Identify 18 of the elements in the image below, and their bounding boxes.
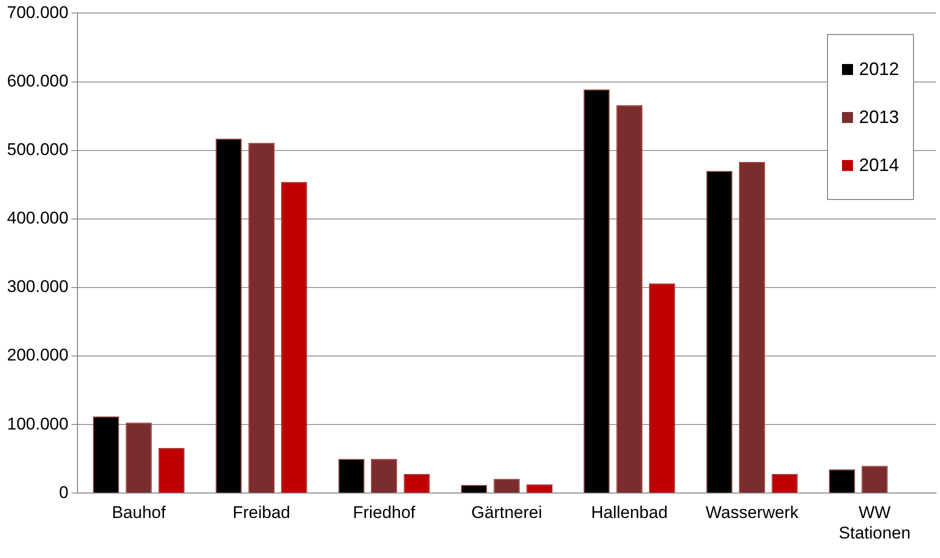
y-tick-label: 500.000 xyxy=(7,140,68,160)
y-tick-label: 0 xyxy=(58,482,68,502)
legend-label: 2012 xyxy=(858,58,899,80)
x-tick-label: Freibad xyxy=(232,503,290,522)
y-tick-label: 200.000 xyxy=(7,346,68,365)
x-tick-label: Friedhof xyxy=(352,503,416,522)
y-tick-label: 100.000 xyxy=(7,414,68,434)
legend-label: 2013 xyxy=(858,106,899,128)
y-tick-label: 300.000 xyxy=(7,277,68,296)
x-tick-label: Wasserwerk xyxy=(706,503,799,522)
y-tick-label: 700.000 xyxy=(7,2,68,22)
legend-label: 2014 xyxy=(858,154,899,176)
x-tick-label: Hallenbad xyxy=(591,503,668,522)
x-tick-label: Bauhof xyxy=(112,503,166,522)
x-tick-label: WW Stationen xyxy=(838,503,911,542)
x-tick-label: Gärtnerei xyxy=(471,503,542,522)
y-tick-label: 600.000 xyxy=(7,71,68,90)
y-tick-label: 400.000 xyxy=(7,208,68,228)
